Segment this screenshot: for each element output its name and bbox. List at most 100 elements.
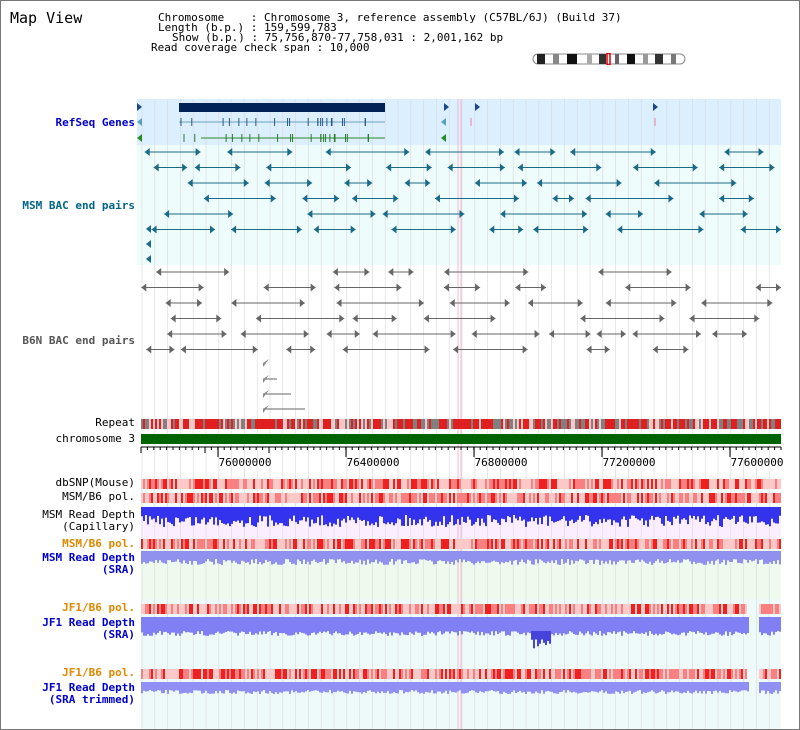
msm-depth-cap-bar (639, 507, 641, 521)
msm-depth-cap-bar (247, 507, 249, 524)
msm-pol2-mark (507, 539, 509, 549)
jf1-depth-sra-bar (515, 617, 517, 632)
msm-pol2-mark (273, 539, 275, 549)
repeat-mark (257, 419, 259, 429)
msm-pol2-mark (175, 539, 177, 549)
jf1-pol2-mark (149, 669, 151, 679)
msm-bac-end (533, 225, 539, 234)
msm-depth-cap-bar (449, 507, 451, 522)
jf1-depth-sra-bar (167, 617, 169, 634)
msm-pol-mark (379, 493, 381, 503)
track-label-b6n-bac[interactable]: B6N BAC end pairs (22, 334, 135, 347)
msm-pol2-mark (269, 539, 271, 549)
msm-depth-sra-bar (419, 551, 421, 560)
msm-depth-sra-bar (143, 551, 145, 562)
msm-depth-cap-bar (735, 507, 737, 524)
jf1-pol-mark (307, 604, 309, 614)
jf1-pol-mark (243, 604, 245, 614)
jf1-pol-mark (355, 604, 357, 614)
msm-depth-cap-bar (765, 507, 767, 525)
msm-pol-mark (333, 493, 335, 503)
repeat-mark (275, 419, 277, 429)
dbsnp-mark (429, 479, 431, 489)
msm-bac-end (266, 163, 272, 172)
jf1-pol-mark (343, 604, 345, 614)
repeat-mark (517, 419, 519, 429)
msm-pol-mark (413, 493, 415, 503)
repeat-mark (543, 419, 545, 429)
jf1-depth-trim-bar (391, 682, 393, 694)
msm-depth-sra-bar (571, 551, 573, 561)
dbsnp-mark (697, 479, 699, 489)
msm-depth-cap-bar (303, 507, 305, 517)
jf1-depth-trim-bar (349, 682, 351, 691)
jf1-pol2-mark (737, 669, 739, 679)
msm-depth-sra-bar (199, 551, 201, 565)
jf1-depth-trim-bar (319, 682, 321, 693)
msm-depth-cap-bar (209, 507, 211, 520)
jf1-pol2-mark (629, 669, 631, 679)
jf1-pol-mark (613, 604, 615, 614)
repeat-mark (229, 419, 231, 429)
jf1-pol2-mark (175, 669, 177, 679)
msm-depth-cap-bar (325, 507, 327, 525)
jf1-depth-sra-bar (187, 617, 189, 633)
msm-depth-cap-bar (741, 507, 743, 516)
jf1-depth-trim-bar (425, 682, 427, 692)
msm-depth-sra-bar (293, 551, 295, 564)
jf1-depth-spike (541, 631, 543, 640)
dbsnp-mark (229, 479, 231, 489)
repeat-mark (209, 419, 211, 429)
repeat-mark (277, 419, 279, 429)
repeat-mark (259, 419, 261, 429)
dbsnp-mark (183, 479, 185, 489)
msm-depth-sra-bar (211, 551, 213, 562)
repeat-mark (753, 419, 755, 429)
gene-arrow (137, 134, 142, 142)
repeat-mark (631, 419, 633, 429)
track-label-msm-bac[interactable]: MSM BAC end pairs (22, 199, 135, 212)
jf1-pol-mark (325, 604, 327, 614)
msm-pol-mark (759, 493, 761, 503)
msm-depth-cap-bar (727, 507, 729, 519)
dbsnp-mark (169, 479, 171, 489)
msm-bac-end (243, 179, 249, 187)
chromosome-ideogram[interactable] (531, 53, 687, 65)
msm-depth-cap-bar (509, 507, 511, 518)
dbsnp-mark (493, 479, 495, 489)
msm-pol2-mark (315, 539, 317, 549)
jf1-pol2-mark (739, 669, 741, 679)
msm-pol2-mark (323, 539, 325, 549)
msm-pol-mark (321, 493, 323, 503)
msm-pol-mark (503, 493, 505, 503)
repeat-mark (779, 419, 781, 429)
jf1-pol-mark (391, 604, 393, 614)
msm-pol2-mark (205, 539, 207, 549)
msm-depth-cap-bar (607, 507, 609, 520)
jf1-pol-mark (147, 604, 149, 614)
msm-pol2-mark (521, 539, 523, 549)
msm-depth-cap-bar (169, 507, 171, 523)
msm-bac-end (748, 194, 754, 203)
jf1-depth-sra-bar (743, 617, 745, 633)
jf1-pol2-mark (611, 669, 613, 679)
msm-depth-sra-bar (737, 551, 739, 563)
jf1-depth-sra-bar (575, 617, 577, 635)
jf1-pol-mark (519, 604, 521, 614)
msm-pol2-mark (723, 539, 725, 549)
msm-bac-end (514, 148, 520, 156)
track-label-refseq[interactable]: RefSeq Genes (55, 116, 135, 129)
msm-pol2-mark (743, 539, 745, 549)
msm-pol2-mark (717, 539, 719, 549)
jf1-pol-mark (491, 604, 493, 614)
msm-pol-mark (649, 493, 651, 503)
jf1-pol-mark (437, 604, 439, 614)
msm-depth-cap-bar (187, 507, 189, 518)
msm-depth-sra-bar (487, 551, 489, 563)
msm-pol-mark (373, 493, 375, 503)
jf1-pol2-mark (159, 669, 161, 679)
repeat-mark (469, 419, 471, 429)
msm-pol2-mark (431, 539, 433, 549)
jf1-pol-mark (673, 604, 675, 614)
